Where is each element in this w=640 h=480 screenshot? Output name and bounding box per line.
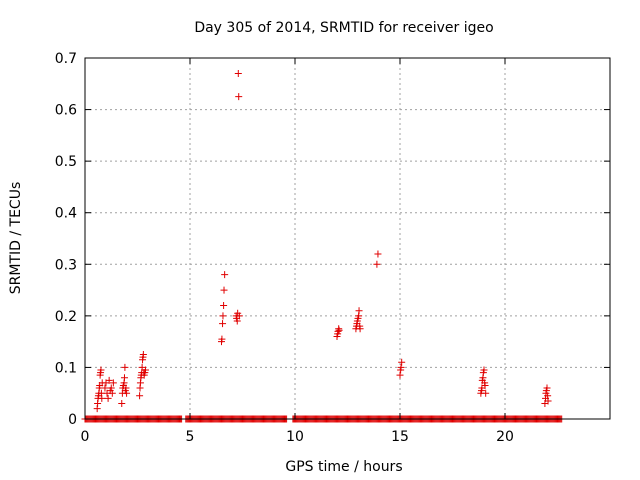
x-tick-label: 5 <box>186 429 195 445</box>
data-point <box>120 374 128 382</box>
data-point <box>101 384 109 392</box>
data-point <box>136 392 144 400</box>
data-points <box>81 69 566 423</box>
data-point <box>123 389 131 397</box>
data-point <box>235 312 243 320</box>
y-axis-label: SRMTID / TECUs <box>8 182 24 295</box>
data-point <box>220 302 228 310</box>
grid-lines <box>85 58 610 419</box>
data-point <box>373 260 381 268</box>
data-point <box>98 394 106 402</box>
data-point <box>107 384 115 392</box>
data-point <box>141 366 149 374</box>
data-point <box>220 286 228 294</box>
data-point <box>118 400 126 408</box>
data-point <box>121 363 129 371</box>
data-point <box>544 397 552 405</box>
data-point <box>122 384 130 392</box>
y-tick-label: 0.4 <box>55 206 77 222</box>
chart-title: Day 305 of 2014, SRMTID for receiver ige… <box>194 20 493 36</box>
y-tick-label: 0.2 <box>55 309 77 325</box>
data-point <box>218 335 226 343</box>
data-point <box>374 250 382 258</box>
x-tick-label: 0 <box>81 429 90 445</box>
data-point <box>233 317 241 325</box>
data-point <box>219 312 227 320</box>
data-point <box>221 271 229 279</box>
data-point <box>235 93 243 101</box>
data-point <box>104 394 112 402</box>
data-point <box>396 371 404 379</box>
y-tick-label: 0.1 <box>55 360 77 376</box>
data-point <box>105 376 113 384</box>
y-tick-label: 0.7 <box>55 51 77 67</box>
x-axis-label: GPS time / hours <box>285 459 402 475</box>
data-point <box>398 358 406 366</box>
data-point <box>481 381 489 389</box>
y-tick-label: 0 <box>68 412 77 428</box>
y-tick-label: 0.3 <box>55 257 77 273</box>
y-tick-label: 0.5 <box>55 154 77 170</box>
data-point <box>480 366 488 374</box>
data-point <box>219 320 227 328</box>
data-point <box>397 363 405 371</box>
data-point <box>482 389 490 397</box>
y-tick-label: 0.6 <box>55 103 77 119</box>
data-point <box>356 325 364 333</box>
data-point <box>139 351 147 359</box>
axis-ticks: 0 5 10 15 20 0 0.1 0.2 0.3 0.4 0.5 0.6 0.7 <box>55 51 610 445</box>
data-point <box>335 326 343 334</box>
data-point <box>108 389 116 397</box>
x-tick-label: 15 <box>391 429 409 445</box>
data-point <box>543 384 551 392</box>
data-point <box>234 69 242 77</box>
data-point <box>355 307 363 315</box>
data-point <box>97 366 105 374</box>
plot-frame <box>84 57 611 420</box>
data-point <box>109 379 117 387</box>
x-tick-label: 20 <box>496 429 514 445</box>
x-tick-label: 10 <box>286 429 304 445</box>
